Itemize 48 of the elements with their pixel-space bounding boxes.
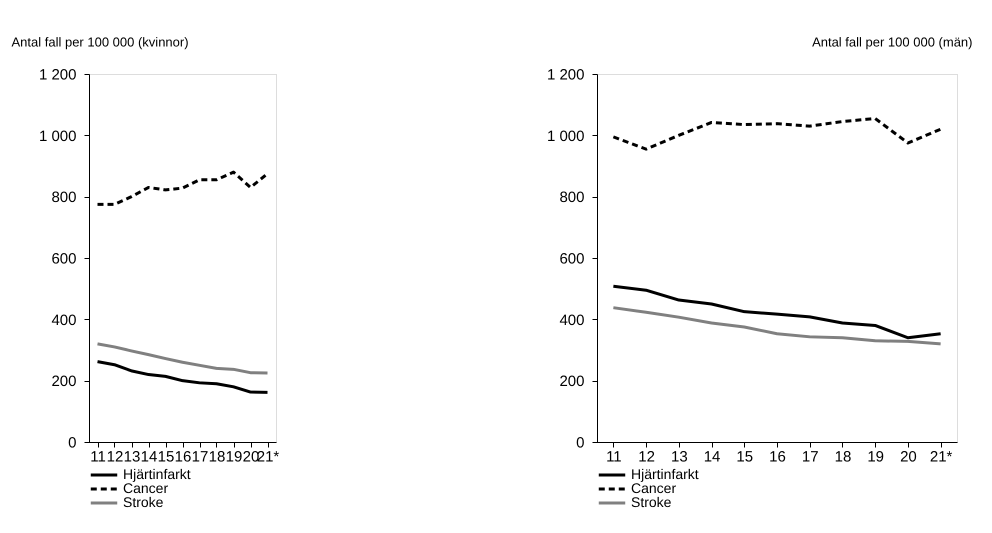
y-tick-label: 200: [51, 373, 76, 390]
y-axis-title: Antal fall per 100 000 (kvinnor): [12, 34, 189, 50]
y-tick-label: 1 000: [546, 128, 584, 145]
y-tick-label: 0: [68, 434, 76, 452]
legend-label: Stroke: [631, 494, 672, 510]
y-tick-label: 800: [51, 189, 76, 206]
x-tick-label: 13: [670, 448, 688, 466]
y-tick-label: 400: [559, 312, 584, 329]
y-tick-label: 600: [559, 250, 584, 268]
y-axis-title: Antal fall per 100 000 (män): [812, 34, 972, 50]
x-tick-label: 15: [158, 448, 174, 466]
y-tick-label: 1 200: [546, 66, 584, 84]
line-series: [612, 116, 942, 151]
line-series: [96, 360, 269, 394]
legend-label: Stroke: [123, 494, 164, 510]
x-tick-label: 18: [208, 448, 226, 466]
x-tick-label: 20: [242, 448, 260, 466]
x-tick-label: 20: [900, 448, 917, 466]
line-series: [612, 306, 942, 346]
x-tick-label: 16: [174, 448, 192, 466]
x-tick-label: 13: [124, 448, 140, 466]
line-series: [612, 284, 942, 340]
x-tick-label: 21*: [930, 448, 953, 466]
x-tick-label: 17: [192, 448, 208, 466]
x-tick-label: 14: [704, 448, 720, 466]
x-tick-label: 19: [226, 448, 242, 466]
y-tick-label: 600: [51, 250, 76, 268]
x-tick-label: 12: [106, 448, 124, 466]
x-tick-label: 18: [834, 448, 852, 466]
y-tick-label: 200: [559, 373, 584, 390]
x-tick-label: 11: [606, 448, 622, 466]
y-tick-label: 800: [559, 189, 584, 206]
x-tick-label: 17: [802, 448, 819, 466]
y-tick-label: 1 000: [38, 128, 76, 145]
y-tick-label: 1 200: [38, 66, 76, 84]
x-tick-label: 16: [769, 448, 786, 466]
line-series: [96, 170, 269, 206]
x-tick-label: 14: [140, 448, 158, 466]
x-tick-label: 15: [736, 448, 754, 466]
legend-label: Hjärtinfarkt: [123, 466, 191, 482]
y-tick-label: 400: [51, 312, 76, 329]
x-tick-label: 19: [867, 448, 884, 466]
x-tick-label: 11: [90, 448, 106, 466]
line-series: [96, 342, 269, 374]
y-tick-label: 0: [576, 434, 584, 452]
x-tick-label: 12: [638, 448, 655, 466]
x-tick-label: 21*: [256, 448, 280, 466]
legend-label: Hjärtinfarkt: [631, 466, 699, 482]
